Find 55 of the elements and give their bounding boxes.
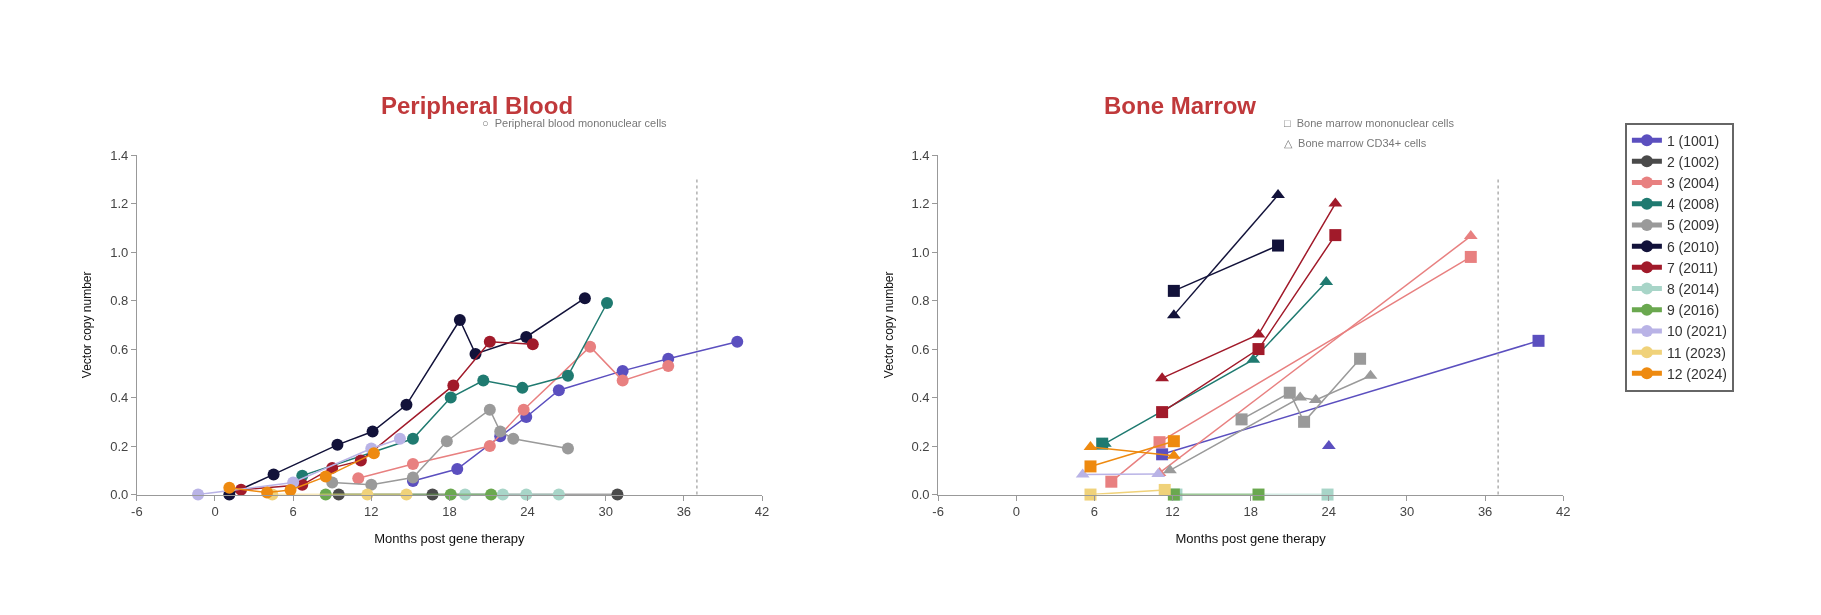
x-tick-label: 30: [598, 504, 613, 520]
x-tick-label: 18: [442, 504, 457, 520]
y-tick-label: 0.2: [911, 438, 930, 454]
x-tick-label: -6: [932, 504, 944, 520]
y-tick-label: 0.2: [110, 438, 129, 454]
x-tick-label: -6: [131, 504, 143, 520]
x-tick-label: 0: [1012, 504, 1020, 520]
legend-label: 1 (1001): [1666, 132, 1720, 149]
x-tick-label: 36: [676, 504, 692, 520]
x-axis-title: Months post gene therapy: [1175, 530, 1327, 546]
y-tick-label: 0.8: [110, 293, 129, 309]
legend-label: 4 (2008): [1666, 196, 1720, 213]
y-tick-label: 1.4: [911, 147, 930, 163]
x-tick-label: 12: [364, 504, 379, 520]
chart-title: Bone Marrow: [1104, 92, 1257, 119]
y-tick-label: 0.0: [110, 487, 129, 503]
chart-title: Peripheral Blood: [381, 92, 574, 119]
legend-label: 12 (2024): [1666, 365, 1727, 382]
x-tick-label: 18: [1243, 504, 1258, 520]
y-tick-label: 0.0: [911, 487, 930, 503]
y-tick-label: 0.6: [110, 341, 129, 357]
x-tick-label: 24: [1321, 504, 1337, 520]
legend-label: 2 (1002): [1666, 153, 1720, 170]
x-tick-label: 42: [1556, 504, 1571, 520]
x-tick-label: 6: [1090, 504, 1099, 520]
y-tick-label: 1.0: [110, 244, 129, 260]
x-tick-label: 24: [520, 504, 535, 520]
y-tick-label: 1.2: [110, 196, 129, 212]
y-tick-label: 0.6: [911, 341, 930, 357]
text: ○ Peripheral blood mononuclear cells: [482, 117, 668, 129]
legend-label: 11 (2023): [1666, 344, 1726, 361]
x-tick-label: 12: [1165, 504, 1180, 520]
text: △ Bone marrow CD34+ cells: [1284, 137, 1427, 149]
y-tick-label: 1.4: [110, 147, 129, 163]
y-tick-label: 0.4: [911, 390, 930, 406]
y-axis-title: Vector copy number: [881, 271, 896, 379]
y-tick-label: 0.4: [110, 390, 129, 406]
x-tick-label: 30: [1399, 504, 1415, 520]
x-tick-label: 0: [211, 504, 219, 520]
y-tick-label: 0.8: [911, 293, 930, 309]
legend-label: 3 (2004): [1666, 175, 1720, 192]
text: □ Bone marrow mononuclear cells: [1284, 117, 1455, 129]
x-axis-title: Months post gene therapy: [374, 530, 526, 546]
legend-label: 5 (2009): [1666, 217, 1720, 234]
legend-label: 10 (2021): [1666, 323, 1727, 340]
legend-label: 7 (2011): [1666, 259, 1719, 276]
y-tick-label: 1.2: [911, 196, 930, 212]
y-tick-label: 1.0: [911, 244, 930, 260]
x-tick-label: 6: [289, 504, 297, 520]
y-axis-title: Vector copy number: [80, 271, 95, 379]
legend-label: 8 (2014): [1666, 281, 1720, 298]
legend-label: 6 (2010): [1666, 238, 1720, 255]
legend-label: 9 (2016): [1666, 302, 1720, 319]
x-tick-label: 42: [754, 504, 770, 520]
x-tick-label: 36: [1477, 504, 1493, 520]
